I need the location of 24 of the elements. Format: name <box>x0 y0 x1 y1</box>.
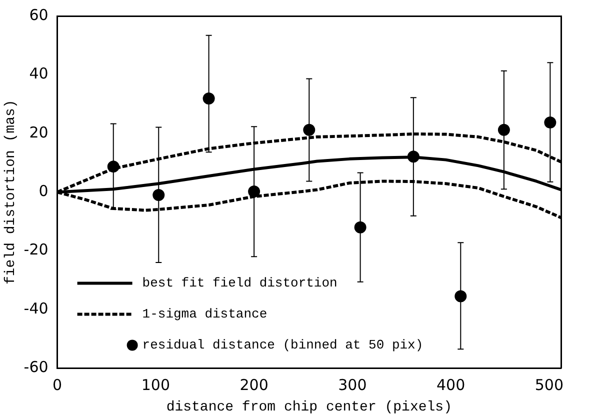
point <box>152 189 165 202</box>
y-tick-label: 20 <box>29 123 48 142</box>
legend-label: 1-sigma distance <box>142 306 268 322</box>
y-tick-label: 40 <box>29 64 48 83</box>
point <box>454 290 467 302</box>
y-tick-label: 60 <box>29 6 48 24</box>
point <box>202 92 215 104</box>
x-tick-label: 500 <box>534 376 564 394</box>
x-axis-title: distance from chip center (pixels) <box>166 399 452 415</box>
x-tick-label: 400 <box>436 376 466 394</box>
y-axis-title: field distortion (mas) <box>3 100 20 285</box>
x-tick-label: 100 <box>141 376 170 394</box>
legend-label: best fit field distortion <box>142 276 338 291</box>
y-tick-label: 0 <box>38 182 48 200</box>
y-tick-label: -60 <box>24 358 48 376</box>
legend-label: residual distance (binned at 50 pix) <box>142 338 424 353</box>
x-tick-label: 0 <box>52 376 62 394</box>
point <box>544 116 556 129</box>
y-tick-label: -40 <box>24 299 48 318</box>
x-tick-label: 200 <box>240 376 268 394</box>
y-tick-label: -20 <box>24 240 48 259</box>
x-tick-label: 300 <box>338 376 367 394</box>
point <box>498 124 510 136</box>
point <box>303 124 316 136</box>
